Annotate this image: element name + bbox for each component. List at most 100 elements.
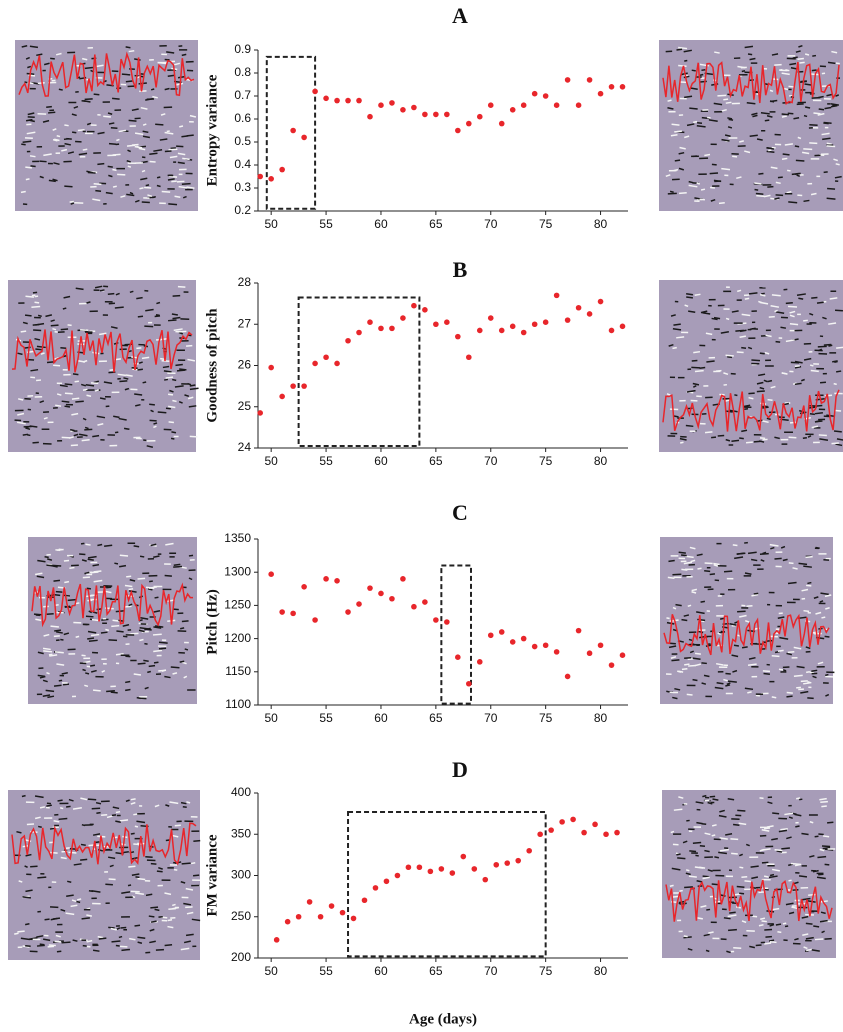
spectrogram-stroke bbox=[87, 558, 94, 561]
data-point bbox=[389, 100, 395, 106]
spectrogram-stroke bbox=[64, 405, 71, 408]
spectrogram-stroke bbox=[836, 370, 842, 373]
spectrogram-stroke bbox=[56, 950, 62, 953]
spectrogram-stroke bbox=[71, 412, 79, 416]
spectrogram-stroke bbox=[179, 125, 184, 128]
spectrogram-stroke bbox=[112, 153, 121, 156]
spectrogram-stroke bbox=[141, 356, 150, 360]
data-point bbox=[345, 337, 351, 344]
spectrogram-stroke bbox=[827, 187, 836, 190]
spectrogram-stroke bbox=[827, 61, 836, 65]
spectrogram-stroke bbox=[807, 581, 812, 585]
spectrogram-stroke bbox=[70, 444, 79, 447]
spectrogram-stroke bbox=[71, 131, 77, 134]
data-point bbox=[444, 619, 450, 625]
spectrogram-stroke bbox=[168, 907, 176, 910]
spectrogram-stroke bbox=[820, 592, 829, 596]
spectrogram-stroke bbox=[829, 297, 838, 300]
spectrogram-stroke bbox=[82, 57, 88, 61]
spectrogram-stroke bbox=[686, 293, 694, 296]
spectrogram-stroke bbox=[64, 185, 73, 188]
spectrogram-stroke bbox=[157, 411, 167, 414]
spectrogram-stroke bbox=[685, 869, 690, 872]
spectrogram-stroke bbox=[85, 543, 91, 546]
spectrogram-stroke bbox=[79, 553, 86, 556]
spectrogram-stroke bbox=[668, 645, 677, 649]
spectrogram-stroke bbox=[696, 821, 703, 825]
spectrogram-stroke bbox=[55, 404, 62, 407]
spectrogram-stroke bbox=[61, 941, 71, 944]
spectrogram-stroke bbox=[717, 94, 727, 97]
spectrogram-stroke bbox=[172, 672, 178, 675]
spectrogram-stroke bbox=[694, 293, 701, 297]
spectrogram-stroke bbox=[814, 419, 821, 423]
spectrogram-stroke bbox=[752, 915, 758, 918]
spectrogram-stroke bbox=[769, 873, 775, 877]
spectrogram-stroke bbox=[792, 567, 798, 570]
spectrogram-stroke bbox=[817, 112, 825, 116]
data-point bbox=[279, 166, 285, 173]
spectrogram-stroke bbox=[86, 122, 92, 126]
spectrogram-stroke bbox=[762, 406, 769, 409]
spectrogram-stroke bbox=[94, 285, 103, 289]
spectrogram-stroke bbox=[114, 306, 124, 309]
spectrogram-stroke bbox=[779, 636, 789, 640]
spectrogram-stroke bbox=[30, 165, 36, 168]
spectrogram-stroke bbox=[134, 132, 144, 136]
panel-title: D bbox=[452, 757, 468, 782]
spectrogram-stroke bbox=[725, 101, 732, 104]
spectrogram-stroke bbox=[81, 559, 87, 562]
spectrogram-stroke bbox=[778, 668, 784, 671]
spectrogram-stroke bbox=[809, 413, 816, 416]
spectrogram-stroke bbox=[815, 611, 822, 615]
spectrogram-stroke bbox=[725, 354, 734, 357]
x-tick-label: 50 bbox=[264, 964, 278, 978]
x-tick-label: 60 bbox=[374, 711, 388, 725]
spectrogram-stroke bbox=[105, 628, 109, 632]
spectrogram-stroke bbox=[163, 370, 172, 373]
spectrogram-stroke bbox=[804, 53, 810, 56]
spectrogram-stroke bbox=[156, 870, 163, 873]
data-point bbox=[466, 680, 472, 687]
data-point bbox=[564, 673, 571, 680]
spectrogram-stroke bbox=[785, 339, 795, 343]
spectrogram-stroke bbox=[747, 663, 757, 666]
spectrogram-stroke bbox=[835, 94, 840, 97]
spectrogram-stroke bbox=[704, 431, 713, 434]
spectrogram-stroke bbox=[166, 51, 175, 54]
spectrogram-stroke bbox=[711, 436, 717, 439]
spectrogram-stroke bbox=[747, 551, 757, 555]
spectrogram-stroke bbox=[44, 918, 50, 921]
spectrogram-stroke bbox=[134, 199, 140, 203]
spectrogram-stroke bbox=[691, 366, 701, 369]
spectrogram-stroke bbox=[714, 180, 721, 183]
data-point bbox=[389, 595, 395, 602]
spectrogram-stroke bbox=[82, 359, 88, 363]
spectrogram-stroke bbox=[719, 848, 729, 852]
spectrogram-stroke bbox=[181, 661, 187, 665]
x-tick-label: 70 bbox=[484, 217, 498, 231]
spectrogram-stroke bbox=[21, 143, 26, 146]
spectrogram-stroke bbox=[747, 53, 753, 56]
spectrogram-stroke bbox=[53, 579, 61, 582]
data-point bbox=[531, 643, 538, 650]
spectrogram-stroke bbox=[809, 312, 814, 316]
spectrogram-stroke bbox=[687, 604, 692, 607]
data-point bbox=[586, 77, 593, 83]
spectrogram-stroke bbox=[805, 922, 813, 925]
spectrogram-stroke bbox=[678, 64, 687, 68]
spectrogram-stroke bbox=[764, 119, 770, 122]
data-point bbox=[257, 410, 263, 416]
spectrogram-stroke bbox=[86, 587, 92, 590]
y-axis-label: Entropy variance bbox=[204, 74, 220, 186]
spectrogram-stroke bbox=[183, 675, 188, 679]
spectrogram-stroke bbox=[90, 664, 96, 667]
spectrogram-stroke bbox=[676, 48, 683, 51]
spectrogram-stroke bbox=[810, 369, 819, 373]
spectrogram-stroke bbox=[689, 850, 697, 853]
spectrogram-stroke bbox=[781, 372, 787, 375]
spectrogram-stroke bbox=[669, 884, 674, 888]
spectrogram-stroke bbox=[67, 880, 72, 883]
spectrogram-stroke bbox=[120, 195, 126, 198]
